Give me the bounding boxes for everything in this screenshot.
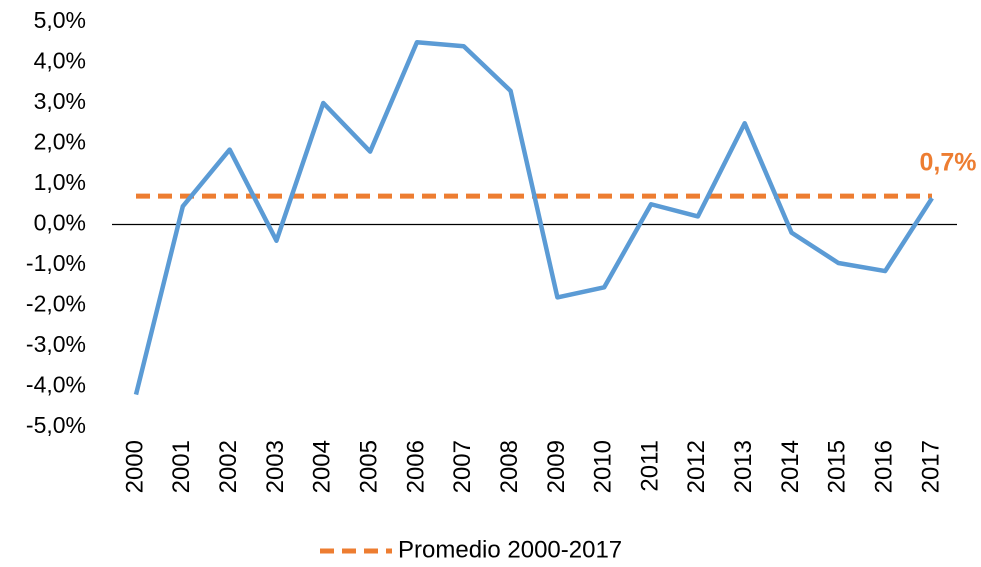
y-tick-label: -1,0% [26,250,86,276]
x-tick-label: 2001 [168,440,195,493]
x-tick-label: 2003 [262,440,289,493]
y-tick-label: -4,0% [26,372,86,398]
x-tick-label: 2008 [496,440,523,493]
y-tick-label: -3,0% [26,331,86,357]
x-tick-label: 2010 [590,440,617,493]
average-label: 0,7% [920,149,977,177]
x-tick-label: 2002 [215,440,242,493]
x-tick-label: 2006 [402,440,429,493]
x-tick-label: 2005 [355,440,382,493]
y-tick-label: 3,0% [34,88,86,114]
x-tick-label: 2016 [871,440,898,493]
y-tick-label: 0,0% [34,210,86,236]
y-tick-label: 1,0% [34,169,86,195]
y-tick-label: 2,0% [34,129,86,155]
x-tick-label: 2015 [824,440,851,493]
legend-label: Promedio 2000-2017 [398,536,622,563]
x-tick-label: 2007 [449,440,476,493]
y-tick-label: -2,0% [26,291,86,317]
line-series [133,40,934,396]
x-tick-label: 2011 [636,440,663,492]
x-tick-label: 2012 [683,440,710,493]
x-tick-label: 2009 [543,440,570,493]
x-tick-label: 2014 [777,440,804,493]
x-tick-label: 2017 [917,440,944,493]
y-tick-label: 5,0% [34,7,86,33]
y-tick-label: 4,0% [34,48,86,74]
y-tick-label: -5,0% [26,412,86,438]
x-tick-label: 2004 [309,440,336,493]
x-tick-label: 2000 [121,440,148,493]
x-tick-label: 2013 [730,440,757,493]
